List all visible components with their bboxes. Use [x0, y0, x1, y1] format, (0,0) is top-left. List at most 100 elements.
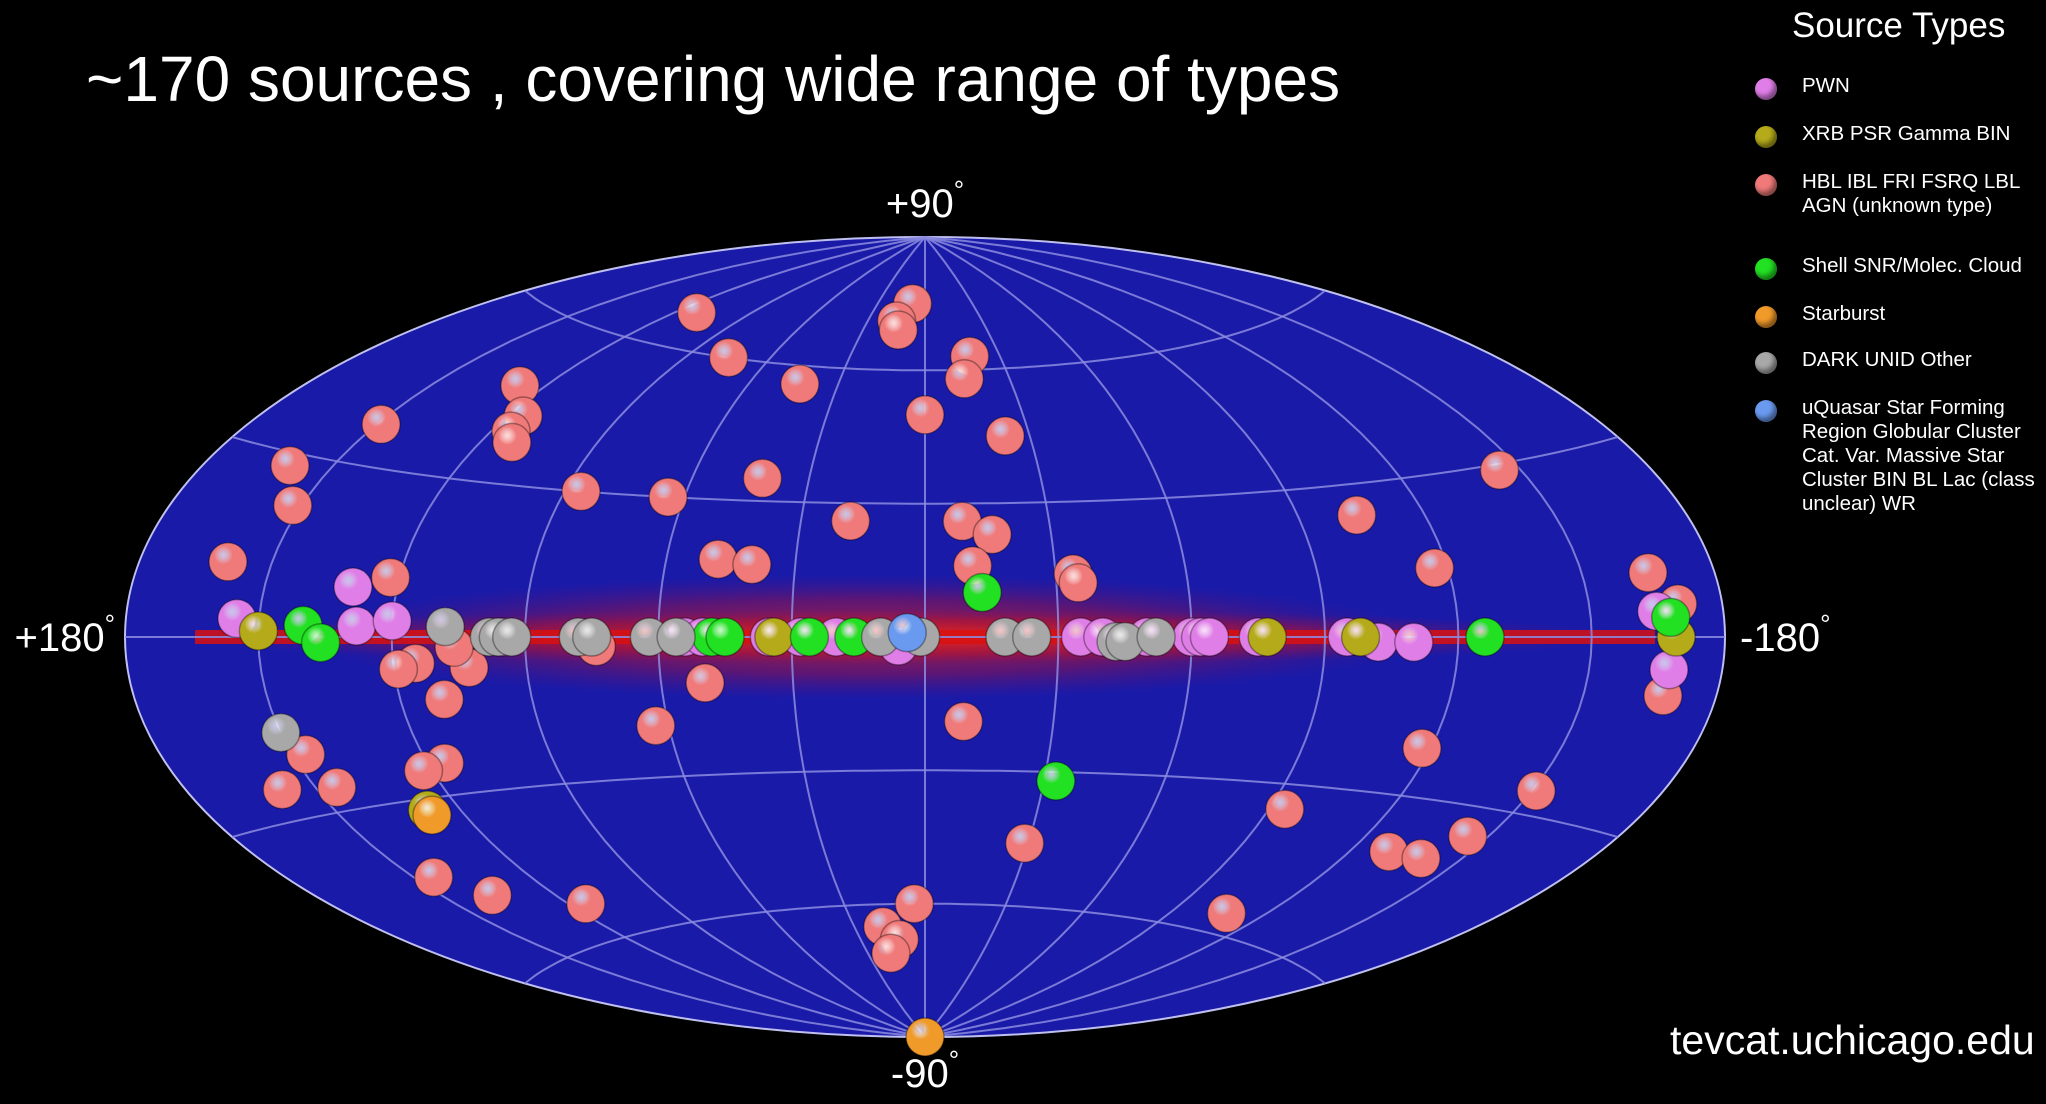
source-marker	[413, 857, 454, 897]
source-marker	[1189, 617, 1230, 657]
source-marker	[705, 617, 745, 657]
source-marker	[742, 458, 783, 499]
source-marker	[871, 933, 911, 973]
source-marker	[1011, 617, 1052, 657]
source-marker	[1394, 622, 1434, 662]
source-series-6	[887, 612, 927, 653]
source-series-0	[208, 283, 1698, 973]
source-marker	[333, 567, 373, 607]
legend-marker-icon	[1755, 78, 1777, 100]
source-marker	[698, 539, 738, 579]
source-marker	[300, 622, 341, 663]
source-marker	[878, 310, 919, 350]
source-marker	[472, 875, 513, 916]
source-marker	[780, 364, 820, 404]
source-marker	[273, 485, 313, 526]
source-marker	[370, 557, 411, 598]
source-marker	[561, 471, 601, 512]
source-marker	[656, 617, 696, 657]
source-marker	[361, 404, 401, 445]
legend-marker-icon	[1755, 174, 1777, 196]
legend-marker-icon	[1755, 306, 1777, 328]
source-marker	[1036, 761, 1076, 801]
legend-marker-icon	[1755, 126, 1777, 148]
source-marker	[424, 679, 465, 720]
axis-labels: +90° -90° +180° -180°	[14, 175, 1830, 1096]
legend-marker-icon	[1755, 258, 1777, 280]
source-markers	[208, 283, 1698, 1057]
source-marker	[1516, 771, 1556, 811]
source-marker	[1401, 838, 1441, 879]
source-marker	[887, 612, 927, 653]
source-marker	[1402, 728, 1442, 769]
source-marker	[566, 884, 606, 924]
source-marker	[1447, 816, 1488, 856]
source-marker	[262, 769, 303, 810]
source-marker	[636, 705, 676, 746]
source-marker	[491, 617, 532, 657]
legend-label: HBL IBL FRI FSRQ LBL AGN (unknown type)	[1802, 170, 2020, 217]
source-marker	[754, 617, 794, 657]
page-title: ~170 sources , covering wide range of ty…	[86, 43, 1341, 115]
source-marker	[1465, 617, 1505, 657]
axis-label-top: +90°	[886, 175, 964, 226]
source-marker	[336, 606, 377, 646]
source-marker	[238, 611, 279, 651]
source-series-2	[238, 611, 1696, 830]
source-marker	[685, 663, 725, 703]
source-marker	[985, 416, 1025, 456]
legend-marker-icon	[1755, 400, 1777, 422]
source-marker	[1336, 495, 1377, 535]
source-marker	[1369, 831, 1409, 872]
source-marker	[676, 292, 717, 333]
source-marker	[732, 544, 772, 585]
source-marker	[1136, 617, 1176, 657]
legend-label: Shell SNR/Molec. Cloud	[1802, 254, 2022, 277]
legend-label: DARK UNID Other	[1802, 348, 1972, 371]
source-marker	[1340, 617, 1381, 657]
source-marker	[1247, 617, 1287, 657]
source-marker	[425, 606, 465, 647]
source-marker	[1479, 450, 1520, 490]
source-series-4	[412, 795, 945, 1057]
source-marker	[372, 601, 412, 641]
source-marker	[571, 617, 612, 657]
source-marker	[905, 1017, 945, 1057]
axis-label-left: +180°	[14, 609, 115, 660]
source-marker	[944, 359, 985, 399]
source-marker	[403, 750, 444, 791]
source-marker	[1649, 649, 1689, 690]
source-marker	[1004, 823, 1045, 863]
source-marker	[905, 395, 945, 435]
source-marker	[708, 337, 749, 378]
source-marker	[317, 767, 357, 808]
source-credit: tevcat.uchicago.edu	[1670, 1017, 2035, 1063]
source-marker	[285, 734, 326, 775]
legend-marker-icon	[1755, 352, 1777, 374]
legend-label: uQuasar Star Forming Region Globular Clu…	[1802, 396, 2035, 515]
source-marker	[648, 477, 688, 517]
source-marker	[1058, 563, 1098, 603]
source-marker	[962, 572, 1002, 613]
axis-label-right: -180°	[1740, 609, 1830, 660]
source-series-5	[261, 606, 1176, 753]
source-marker	[1628, 552, 1668, 593]
source-marker	[1265, 789, 1305, 829]
source-series-3	[283, 572, 1691, 801]
source-marker	[270, 445, 310, 486]
source-marker	[894, 883, 935, 924]
source-marker	[492, 422, 532, 463]
source-marker	[1650, 597, 1691, 638]
source-marker	[1414, 548, 1455, 588]
source-marker	[378, 649, 419, 689]
legend-label: XRB PSR Gamma BIN	[1802, 122, 2011, 145]
legend-label: PWN	[1802, 74, 1850, 97]
source-marker	[208, 542, 248, 582]
legend-label: Starburst	[1802, 302, 1886, 325]
source-marker	[261, 712, 301, 753]
source-marker	[972, 514, 1012, 555]
legend-title: Source Types	[1792, 6, 2006, 45]
source-marker	[1206, 893, 1247, 934]
source-marker	[943, 701, 984, 742]
